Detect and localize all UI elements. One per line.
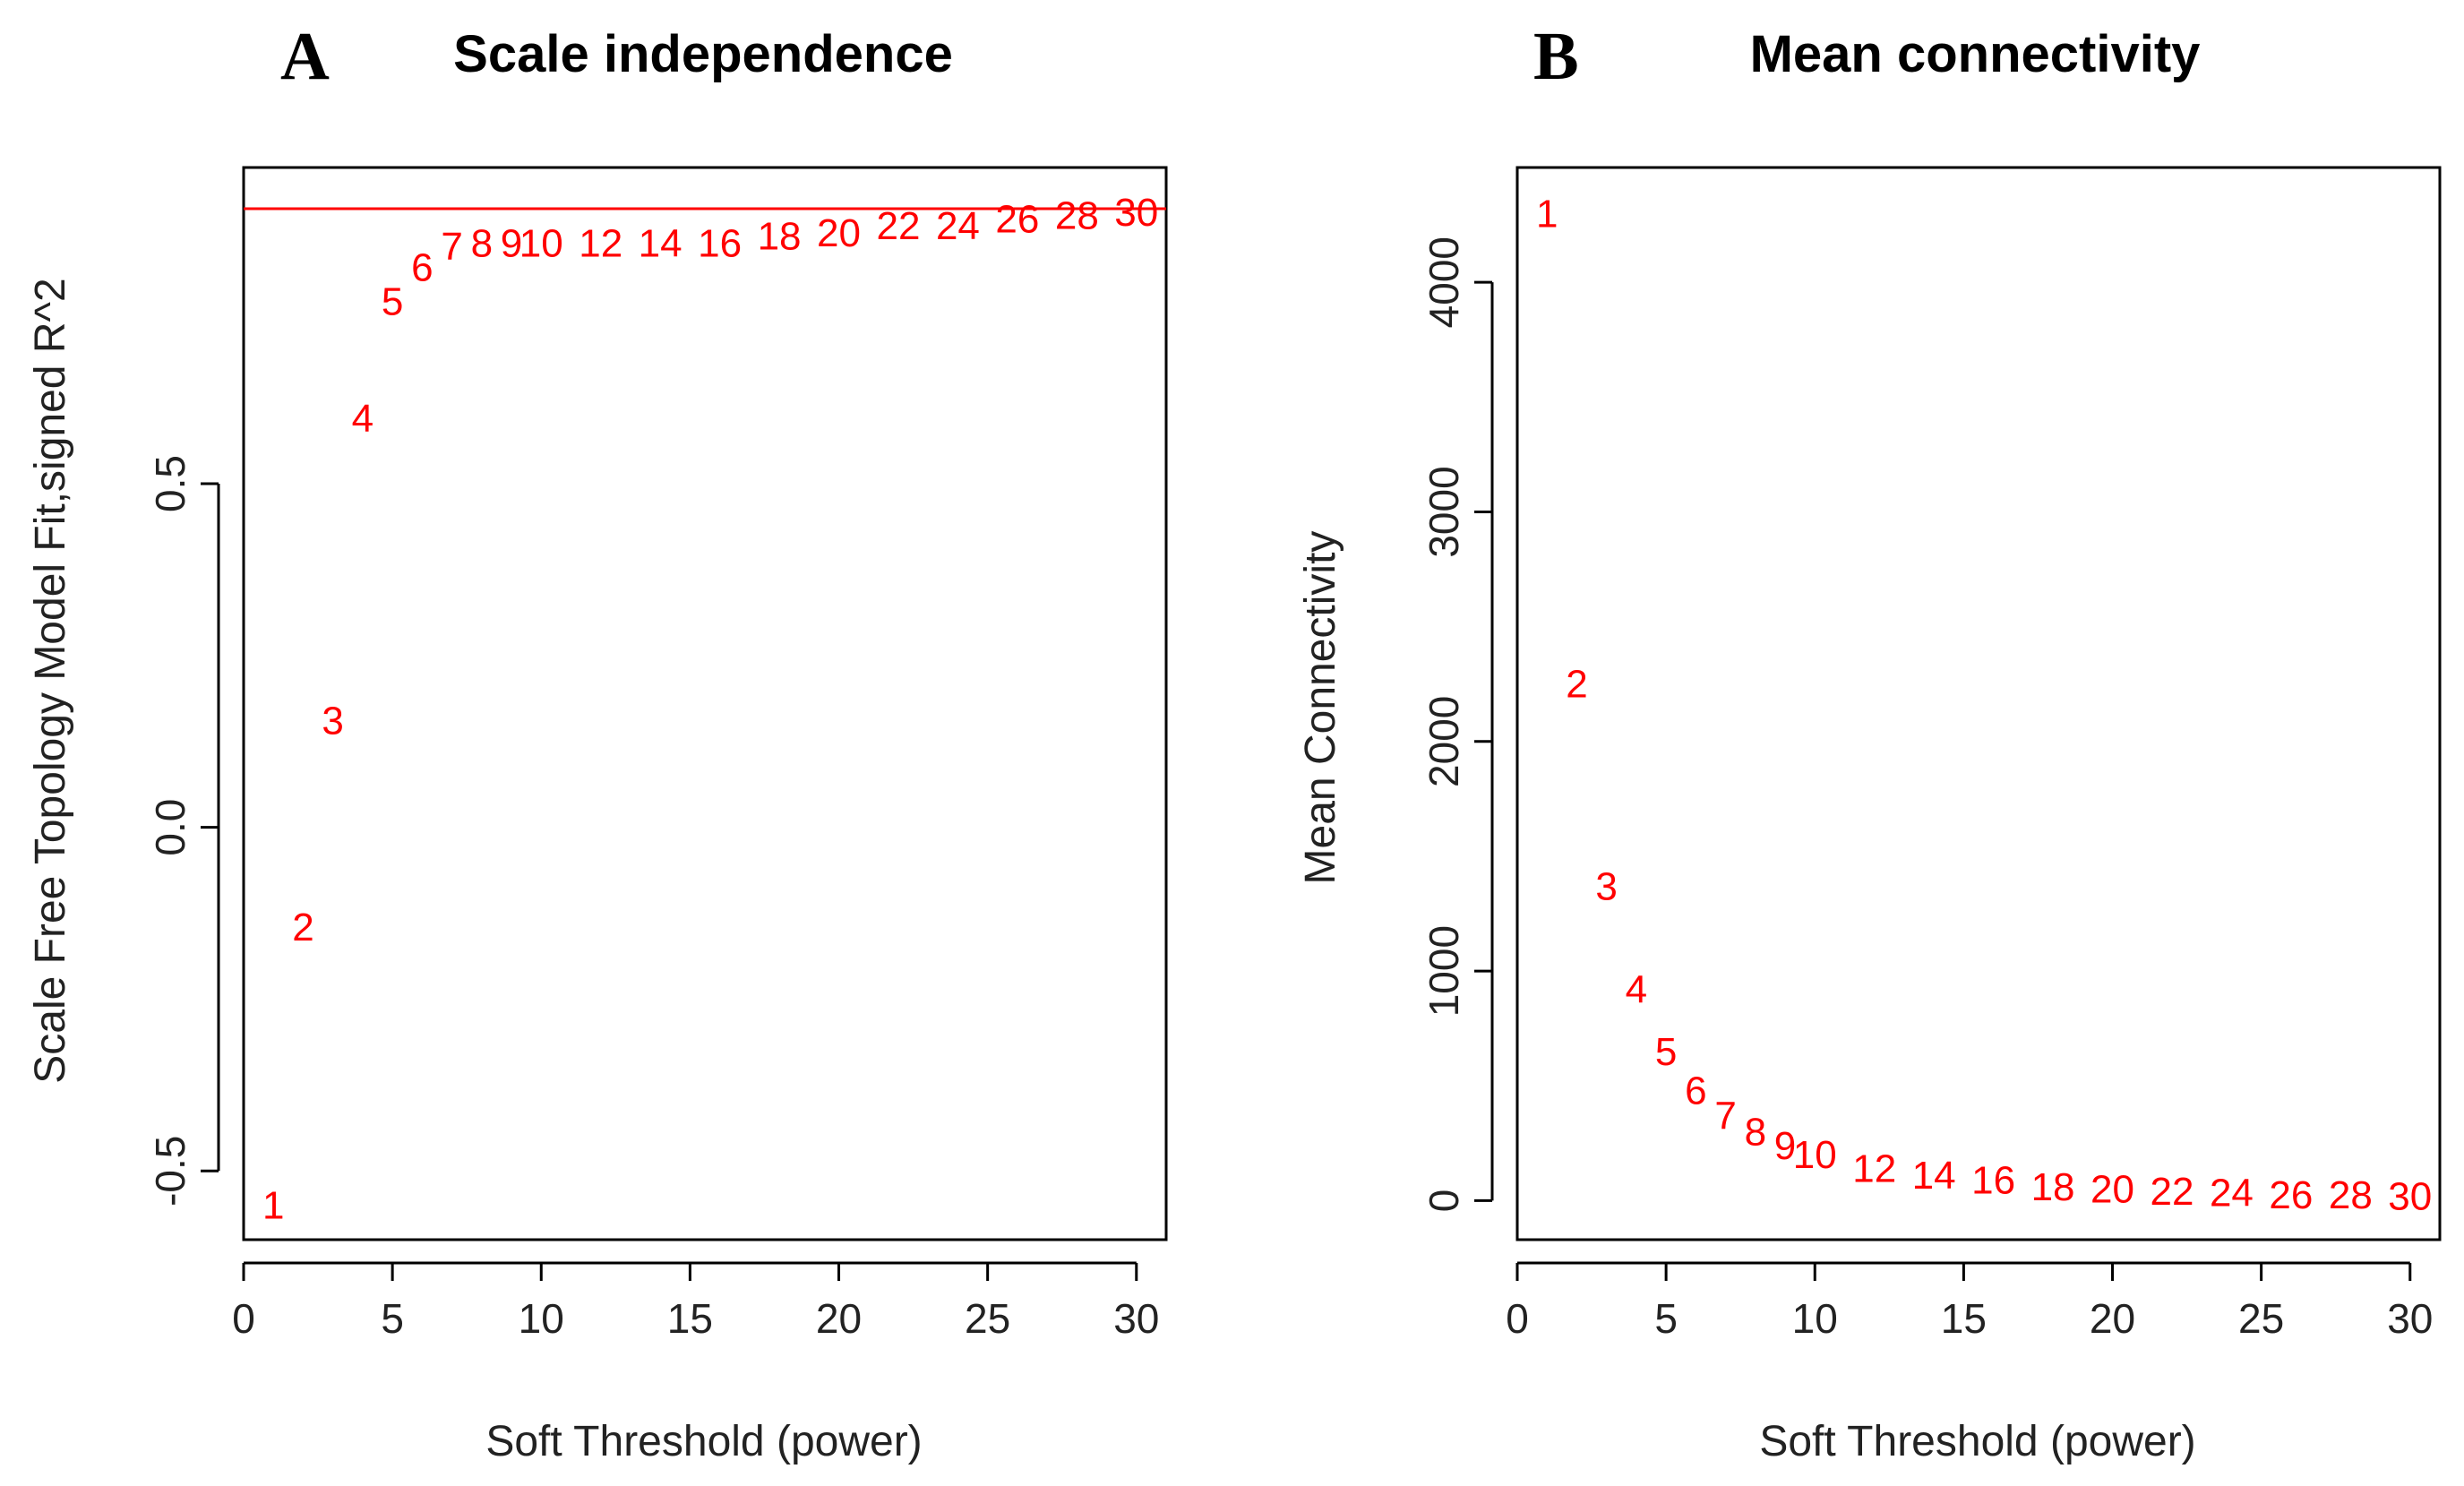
data-point-label: 3 — [322, 700, 343, 743]
panel-b-plot-frame — [1515, 166, 2442, 1241]
x-tick-label: 5 — [1654, 1295, 1678, 1342]
panel-a-x-axis-label: Soft Threshold (power) — [485, 1418, 922, 1465]
data-point-label: 4 — [352, 397, 373, 441]
data-point-label: 16 — [1971, 1158, 2015, 1202]
data-point-label: 22 — [2150, 1170, 2194, 1214]
data-point-label: 14 — [639, 221, 683, 265]
data-point-label: 22 — [876, 204, 920, 248]
data-point-label: 7 — [1714, 1095, 1736, 1138]
panel-a-y-axis-label: Scale Free Topology Model Fit,signed R^2 — [27, 278, 74, 1083]
panel-b-y-axis-label: Mean Connectivity — [1297, 531, 1344, 885]
y-tick-label: -0.5 — [147, 1136, 193, 1207]
panel-b-x-axis-label: Soft Threshold (power) — [1759, 1418, 2195, 1465]
panel-b-letter: B — [1533, 19, 1579, 94]
data-point-label: 20 — [817, 211, 861, 255]
x-tick-label: 5 — [381, 1295, 404, 1342]
y-tick-label: 0.5 — [147, 455, 193, 512]
data-point-label: 2 — [1566, 663, 1587, 707]
data-point-label: 10 — [519, 221, 563, 265]
x-tick-label: 25 — [965, 1295, 1010, 1342]
data-point-label: 8 — [1745, 1111, 1766, 1155]
x-tick-label: 25 — [2238, 1295, 2284, 1342]
panel-a-title: Scale independence — [453, 25, 953, 83]
data-point-label: 12 — [1852, 1147, 1896, 1191]
y-tick-label: 0.0 — [147, 799, 193, 856]
data-point-label: 6 — [1685, 1069, 1706, 1112]
x-tick-label: 15 — [667, 1295, 713, 1342]
x-tick-label: 20 — [816, 1295, 862, 1342]
data-point-label: 28 — [1055, 194, 1099, 238]
y-tick-label: 4000 — [1421, 236, 1467, 328]
panel-a-letter: A — [280, 19, 330, 94]
x-tick-label: 20 — [2090, 1295, 2135, 1342]
y-tick-label: 3000 — [1421, 466, 1467, 557]
x-tick-label: 0 — [1506, 1295, 1529, 1342]
y-tick-label: 0 — [1421, 1190, 1467, 1213]
panel-b-title: Mean connectivity — [1750, 25, 2201, 83]
x-tick-label: 0 — [232, 1295, 255, 1342]
data-point-label: 24 — [936, 204, 980, 248]
panel-a-axes: 0 5 10 15 20 25 30 -0.5 0.0 0.5 — [147, 455, 1159, 1342]
data-point-label: 9 — [1774, 1124, 1796, 1168]
data-point-label: 18 — [2031, 1165, 2075, 1209]
data-point-label: 20 — [2091, 1168, 2134, 1212]
panel-a-scale-independence: A Scale independence 0 5 10 15 20 25 30-0.50.0… — [27, 19, 1168, 1465]
data-point-label: 28 — [2329, 1173, 2373, 1217]
data-point-label: 14 — [1912, 1154, 1956, 1198]
data-point-label: 18 — [758, 215, 802, 259]
data-point-label: 6 — [411, 245, 433, 289]
x-tick-label: 30 — [2387, 1295, 2433, 1342]
data-point-label: 26 — [995, 198, 1039, 242]
data-point-label: 2 — [292, 906, 313, 949]
data-point-label: 5 — [1655, 1030, 1677, 1074]
data-point-label: 16 — [698, 221, 742, 265]
data-point-label: 30 — [2388, 1174, 2432, 1218]
y-tick-label: 2000 — [1421, 696, 1467, 787]
data-point-label: 7 — [441, 225, 462, 269]
x-tick-label: 10 — [519, 1295, 564, 1342]
y-tick-label: 1000 — [1421, 925, 1467, 1017]
data-point-label: 3 — [1595, 864, 1617, 908]
data-point-label: 9 — [501, 221, 522, 265]
panel-a-plot-frame — [242, 166, 1168, 1241]
data-point-label: 1 — [262, 1184, 284, 1228]
panel-b-mean-connectivity: B Mean connectivity 0 5 10 15 20 25 3001000200… — [1297, 19, 2442, 1465]
data-point-label: 1 — [1536, 192, 1558, 236]
data-point-label: 10 — [1793, 1133, 1837, 1177]
data-point-label: 26 — [2269, 1173, 2313, 1217]
x-tick-label: 30 — [1113, 1295, 1159, 1342]
data-point-label: 5 — [382, 280, 403, 324]
x-tick-label: 15 — [1941, 1295, 1987, 1342]
x-tick-label: 10 — [1792, 1295, 1838, 1342]
data-point-label: 24 — [2210, 1171, 2254, 1215]
data-point-label: 30 — [1114, 191, 1158, 235]
data-point-label: 8 — [471, 221, 493, 265]
data-point-label: 12 — [579, 221, 622, 265]
data-point-label: 4 — [1626, 968, 1647, 1012]
